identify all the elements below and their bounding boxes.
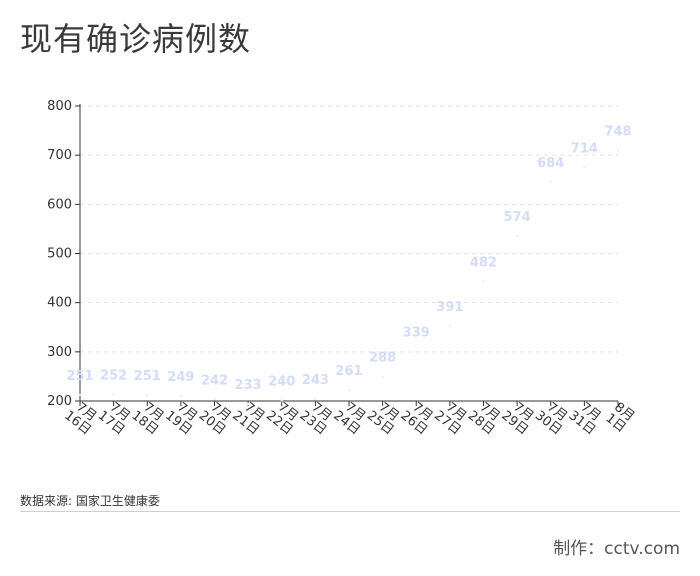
footer-divider: [20, 511, 680, 512]
data-point: [415, 350, 418, 353]
chart-title: 现有确诊病例数: [20, 20, 252, 58]
data-point: [347, 388, 351, 392]
data-label: 240: [268, 374, 295, 389]
data-point: [246, 402, 250, 405]
data-point: [549, 180, 552, 184]
data-label: 233: [235, 378, 262, 393]
data-point: [78, 393, 82, 397]
data-point: [515, 234, 519, 238]
x-tick-label: 7月31日: [566, 397, 607, 438]
data-label: 242: [201, 373, 228, 388]
y-tick-label: 200: [47, 394, 72, 409]
data-label: 243: [302, 373, 329, 388]
y-tick-label: 700: [47, 148, 72, 163]
y-tick-label: 400: [47, 296, 72, 311]
x-tick-labels: 7月16日 7月17日 7月18日 7月19日 7月20日 7月21日 7月22日 7月23日…: [61, 397, 638, 438]
data-points: [78, 149, 620, 405]
y-tick-label: 600: [47, 197, 72, 212]
producer-credit: 制作：cctv.com: [553, 539, 680, 559]
data-label: 574: [504, 210, 531, 225]
data-point: [112, 393, 115, 396]
data-point: [213, 398, 216, 401]
data-label: 339: [403, 326, 430, 341]
data-source: 数据来源: 国家卫生健康委: [20, 494, 160, 508]
data-label: 391: [436, 300, 463, 315]
y-tick-label: 500: [47, 247, 72, 262]
grid-lines: [80, 105, 618, 353]
line-chart: 200 300 400 500 600 700 800 7月16日 7月17日 7月18日 7月1…: [47, 99, 638, 438]
data-label: 249: [167, 370, 194, 385]
data-label: 252: [100, 368, 127, 383]
data-point: [616, 149, 620, 152]
y-tick-labels: 200 300 400 500 600 700 800: [47, 99, 72, 409]
data-point: [482, 280, 485, 283]
data-point: [381, 375, 384, 378]
data-point: [314, 397, 317, 401]
data-point: [146, 393, 149, 397]
data-point: [280, 399, 283, 402]
data-label: 288: [369, 351, 396, 366]
data-label: 714: [571, 141, 598, 156]
data-label: 684: [537, 156, 564, 171]
data-label: 251: [66, 369, 93, 384]
y-tick-label: 800: [47, 99, 72, 114]
data-point: [179, 394, 183, 398]
data-label: 748: [604, 125, 631, 140]
data-labels: 251 252 251 249 242 233 240 243 261 288 339 391 482 5…: [66, 125, 631, 393]
data-label: 251: [134, 369, 161, 384]
data-label: 261: [335, 364, 362, 379]
data-point: [583, 166, 586, 169]
x-tick-label: 8月1日: [603, 400, 638, 436]
data-point: [448, 324, 452, 328]
data-label: 482: [470, 255, 497, 270]
axes: [75, 104, 619, 406]
y-tick-label: 300: [47, 345, 72, 360]
